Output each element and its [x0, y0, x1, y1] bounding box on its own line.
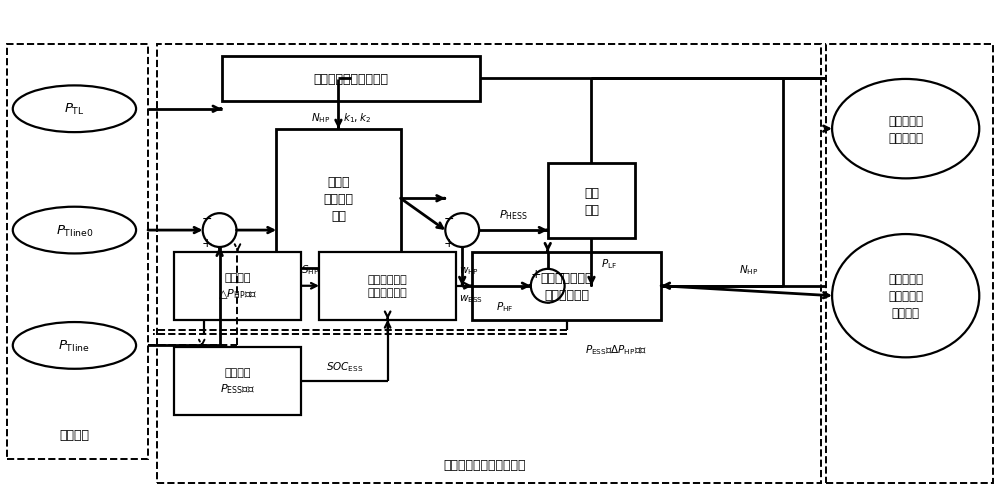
Text: $P_{\mathrm{TL}}$: $P_{\mathrm{TL}}$ [64, 102, 85, 117]
Text: $P_{\mathrm{Tline}}$: $P_{\mathrm{Tline}}$ [58, 338, 90, 353]
Text: $S_{\mathrm{HP}}$: $S_{\mathrm{HP}}$ [301, 263, 319, 276]
Text: 微网联络线功率平滑策略: 微网联络线功率平滑策略 [444, 458, 526, 471]
Text: $N_{\mathrm{HP}}$: $N_{\mathrm{HP}}$ [311, 111, 330, 124]
Text: +: + [444, 236, 455, 249]
FancyBboxPatch shape [826, 45, 993, 483]
Text: 可用电热泵优先度序列: 可用电热泵优先度序列 [313, 73, 388, 86]
Text: $N_{\mathrm{HP}}$: $N_{\mathrm{HP}}$ [739, 263, 758, 276]
FancyBboxPatch shape [319, 252, 456, 320]
FancyBboxPatch shape [7, 45, 148, 459]
Text: 电热泵
集群控制
算法: 电热泵 集群控制 算法 [323, 175, 353, 223]
Text: 电热泵群开
关状态序列: 电热泵群开 关状态序列 [888, 114, 923, 144]
Text: 蓄电池、电热泵
波动功率分配: 蓄电池、电热泵 波动功率分配 [540, 271, 593, 301]
Ellipse shape [13, 86, 136, 133]
Text: $k_1,k_2$: $k_1,k_2$ [343, 111, 371, 124]
Text: 输入信号: 输入信号 [59, 428, 89, 442]
Text: 前一时刻
$P_{\mathrm{ESS}}$信号: 前一时刻 $P_{\mathrm{ESS}}$信号 [220, 367, 255, 395]
Ellipse shape [832, 80, 979, 179]
Text: $P_{\mathrm{Tline0}}$: $P_{\mathrm{Tline0}}$ [56, 223, 93, 238]
FancyBboxPatch shape [276, 129, 401, 268]
Text: 前一时刻
△$P_{\mathrm{HP}}$信号: 前一时刻 △$P_{\mathrm{HP}}$信号 [218, 272, 257, 300]
Ellipse shape [13, 207, 136, 254]
FancyBboxPatch shape [174, 347, 301, 415]
Circle shape [531, 269, 565, 303]
Text: +: + [530, 268, 541, 281]
Text: −: − [554, 268, 565, 281]
Text: 蓄电池、电热
泵权函数计算: 蓄电池、电热 泵权函数计算 [368, 275, 408, 298]
Circle shape [203, 214, 237, 247]
Text: +: + [201, 236, 212, 249]
Text: $P_{\mathrm{LF}}$: $P_{\mathrm{LF}}$ [601, 257, 617, 270]
Text: $P_{\mathrm{HF}}$: $P_{\mathrm{HF}}$ [496, 300, 514, 314]
Circle shape [445, 214, 479, 247]
Ellipse shape [13, 323, 136, 369]
Text: $SOC_{\mathrm{ESS}}$: $SOC_{\mathrm{ESS}}$ [326, 360, 363, 373]
Text: $P_{\mathrm{ESS}}$、$\Delta P_{\mathrm{HP}}$信号: $P_{\mathrm{ESS}}$、$\Delta P_{\mathrm{HP… [585, 343, 647, 357]
Text: $w_{\mathrm{ESS}}$: $w_{\mathrm{ESS}}$ [459, 292, 483, 304]
FancyBboxPatch shape [174, 252, 301, 320]
FancyBboxPatch shape [222, 57, 480, 102]
Text: 低通
滤波: 低通 滤波 [584, 186, 599, 216]
Text: $w_{\mathrm{HP}}$: $w_{\mathrm{HP}}$ [459, 264, 479, 276]
Ellipse shape [832, 235, 979, 358]
Text: $P_{\mathrm{HESS}}$: $P_{\mathrm{HESS}}$ [499, 208, 528, 222]
Text: 蓄电池功率
电热泵功率
输出信号: 蓄电池功率 电热泵功率 输出信号 [888, 273, 923, 320]
Text: −: − [201, 212, 212, 225]
FancyBboxPatch shape [548, 164, 635, 239]
FancyBboxPatch shape [472, 252, 661, 320]
FancyBboxPatch shape [157, 45, 821, 483]
Text: −: − [444, 212, 455, 225]
